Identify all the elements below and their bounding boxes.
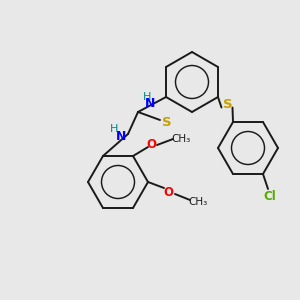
Text: S: S <box>223 98 232 111</box>
Text: N: N <box>145 97 155 110</box>
Text: CH₃: CH₃ <box>171 134 190 144</box>
Text: CH₃: CH₃ <box>188 197 208 207</box>
Text: S: S <box>162 116 172 128</box>
Text: H: H <box>110 124 118 134</box>
Text: O: O <box>146 137 156 151</box>
Text: N: N <box>116 130 126 142</box>
Text: O: O <box>163 185 173 199</box>
Text: H: H <box>143 92 151 101</box>
Text: Cl: Cl <box>264 190 276 203</box>
